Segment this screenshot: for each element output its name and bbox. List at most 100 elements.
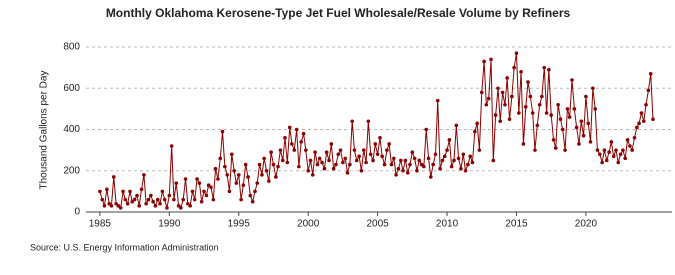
data-point bbox=[188, 204, 192, 208]
data-point bbox=[267, 179, 271, 183]
data-point bbox=[230, 152, 234, 157]
data-point bbox=[308, 158, 313, 163]
data-point bbox=[535, 123, 540, 128]
data-point bbox=[132, 197, 137, 202]
x-tick-label: 1995 bbox=[228, 219, 251, 230]
x-tick-label: 2005 bbox=[366, 219, 389, 230]
data-point bbox=[456, 156, 461, 161]
data-point bbox=[517, 111, 521, 115]
data-point bbox=[424, 127, 429, 132]
data-point bbox=[151, 199, 155, 204]
data-point bbox=[512, 65, 516, 70]
data-point bbox=[121, 189, 125, 194]
data-point bbox=[236, 173, 241, 177]
data-point bbox=[461, 152, 466, 157]
y-tick-label: 400 bbox=[63, 124, 80, 135]
data-point bbox=[338, 148, 343, 152]
data-point bbox=[206, 183, 211, 187]
data-point bbox=[473, 129, 477, 134]
data-point bbox=[565, 107, 570, 111]
data-point bbox=[255, 181, 260, 185]
data-point bbox=[540, 94, 544, 99]
data-point bbox=[292, 148, 297, 152]
data-point bbox=[574, 125, 579, 130]
data-point bbox=[283, 135, 287, 140]
data-point bbox=[570, 78, 574, 82]
data-point bbox=[306, 168, 310, 173]
data-point bbox=[174, 181, 179, 185]
y-tick-label: 0 bbox=[74, 207, 80, 218]
data-point bbox=[475, 121, 479, 126]
data-point bbox=[158, 201, 162, 206]
data-point bbox=[519, 69, 523, 74]
data-point bbox=[243, 162, 248, 167]
data-point bbox=[551, 138, 556, 142]
data-point bbox=[274, 175, 278, 179]
data-point bbox=[216, 177, 220, 181]
data-point bbox=[611, 154, 616, 159]
data-point bbox=[394, 173, 398, 177]
data-point bbox=[185, 201, 190, 206]
data-point bbox=[401, 168, 405, 173]
data-point bbox=[431, 162, 435, 167]
y-tick-label: 200 bbox=[63, 165, 80, 176]
data-point bbox=[572, 107, 577, 111]
data-point bbox=[359, 168, 364, 173]
data-point bbox=[454, 123, 459, 128]
data-point bbox=[433, 152, 438, 157]
data-point bbox=[155, 197, 160, 202]
data-point bbox=[280, 158, 285, 163]
data-point bbox=[588, 140, 593, 144]
data-point bbox=[415, 168, 419, 173]
data-point bbox=[426, 156, 431, 161]
data-point bbox=[586, 121, 591, 126]
data-point bbox=[313, 150, 317, 154]
data-point bbox=[153, 204, 158, 208]
data-point bbox=[422, 164, 426, 169]
data-point bbox=[563, 148, 567, 152]
data-point bbox=[116, 204, 121, 208]
data-point bbox=[290, 142, 294, 146]
data-point bbox=[549, 113, 553, 117]
data-point bbox=[310, 173, 315, 177]
data-point bbox=[449, 164, 454, 169]
data-point bbox=[98, 189, 102, 194]
data-point bbox=[225, 173, 230, 177]
data-point bbox=[609, 140, 614, 144]
data-point bbox=[459, 166, 463, 171]
data-point bbox=[111, 175, 116, 179]
data-point bbox=[327, 158, 331, 163]
data-point bbox=[584, 94, 588, 99]
data-point bbox=[614, 148, 618, 152]
data-point bbox=[357, 154, 361, 159]
data-point bbox=[352, 148, 357, 152]
data-point bbox=[514, 51, 519, 55]
series-line bbox=[99, 53, 654, 209]
data-point bbox=[526, 80, 530, 84]
data-point bbox=[144, 201, 148, 206]
data-point bbox=[623, 156, 628, 161]
data-point bbox=[172, 197, 176, 202]
data-point bbox=[105, 187, 109, 192]
data-point bbox=[607, 150, 611, 154]
data-point bbox=[368, 152, 373, 157]
data-point bbox=[331, 166, 336, 171]
data-point bbox=[297, 164, 301, 169]
data-point bbox=[218, 156, 223, 161]
data-point bbox=[336, 152, 341, 157]
data-point bbox=[139, 187, 144, 192]
data-point bbox=[167, 193, 172, 198]
data-point bbox=[128, 189, 132, 194]
data-point bbox=[195, 177, 199, 181]
data-point bbox=[635, 125, 639, 130]
data-point bbox=[468, 154, 473, 159]
data-point bbox=[385, 148, 389, 152]
data-point bbox=[442, 154, 447, 159]
data-point bbox=[482, 59, 486, 64]
data-point bbox=[345, 171, 350, 175]
data-point bbox=[197, 181, 202, 185]
data-point bbox=[324, 150, 329, 154]
data-point bbox=[285, 160, 290, 165]
data-point bbox=[595, 148, 600, 152]
